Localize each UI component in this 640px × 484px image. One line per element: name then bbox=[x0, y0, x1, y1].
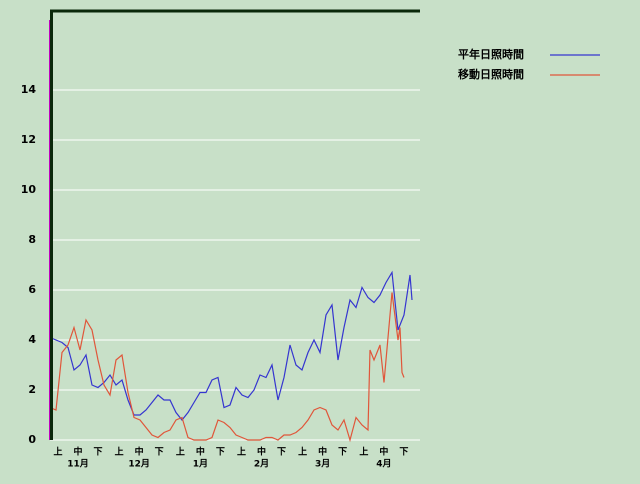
x-period-label: 下 bbox=[338, 447, 347, 458]
x-month-label: 4月 bbox=[376, 459, 391, 470]
x-period-label: 中 bbox=[73, 446, 82, 458]
x-period-label: 中 bbox=[196, 446, 205, 458]
legend-label: 平年日照時間 bbox=[458, 47, 524, 61]
x-period-label: 下 bbox=[216, 447, 225, 458]
x-period-label: 下 bbox=[93, 447, 102, 458]
x-period-label: 上 bbox=[237, 446, 246, 458]
x-period-label: 中 bbox=[257, 446, 266, 458]
y-tick-label: 14 bbox=[21, 83, 37, 96]
x-period-label: 中 bbox=[379, 446, 388, 458]
x-period-label: 上 bbox=[53, 446, 62, 458]
x-month-label: 12月 bbox=[128, 459, 150, 470]
series-line bbox=[49, 292, 405, 443]
y-tick-label: 4 bbox=[28, 333, 36, 346]
y-tick-label: 6 bbox=[28, 283, 36, 296]
x-month-label: 2月 bbox=[254, 459, 269, 470]
x-period-label: 下 bbox=[399, 447, 408, 458]
x-period-label: 上 bbox=[298, 446, 307, 458]
y-tick-label: 0 bbox=[28, 433, 36, 446]
x-month-label: 3月 bbox=[315, 459, 330, 470]
x-period-label: 上 bbox=[115, 446, 124, 458]
y-tick-label: 12 bbox=[21, 133, 36, 146]
x-period-label: 下 bbox=[277, 447, 286, 458]
series-line bbox=[49, 270, 413, 421]
x-period-label: 中 bbox=[318, 446, 327, 458]
y-tick-label: 10 bbox=[21, 183, 37, 196]
x-month-label: 1月 bbox=[193, 459, 208, 470]
x-period-label: 上 bbox=[176, 446, 185, 458]
y-tick-label: 2 bbox=[28, 383, 36, 396]
lines bbox=[49, 270, 413, 443]
x-period-label: 下 bbox=[155, 447, 164, 458]
x-period-label: 上 bbox=[359, 446, 368, 458]
x-month-label: 11月 bbox=[67, 459, 89, 470]
x-period-label: 中 bbox=[135, 446, 144, 458]
legend-label: 移動日照時間 bbox=[458, 67, 524, 81]
y-tick-label: 8 bbox=[28, 233, 36, 246]
